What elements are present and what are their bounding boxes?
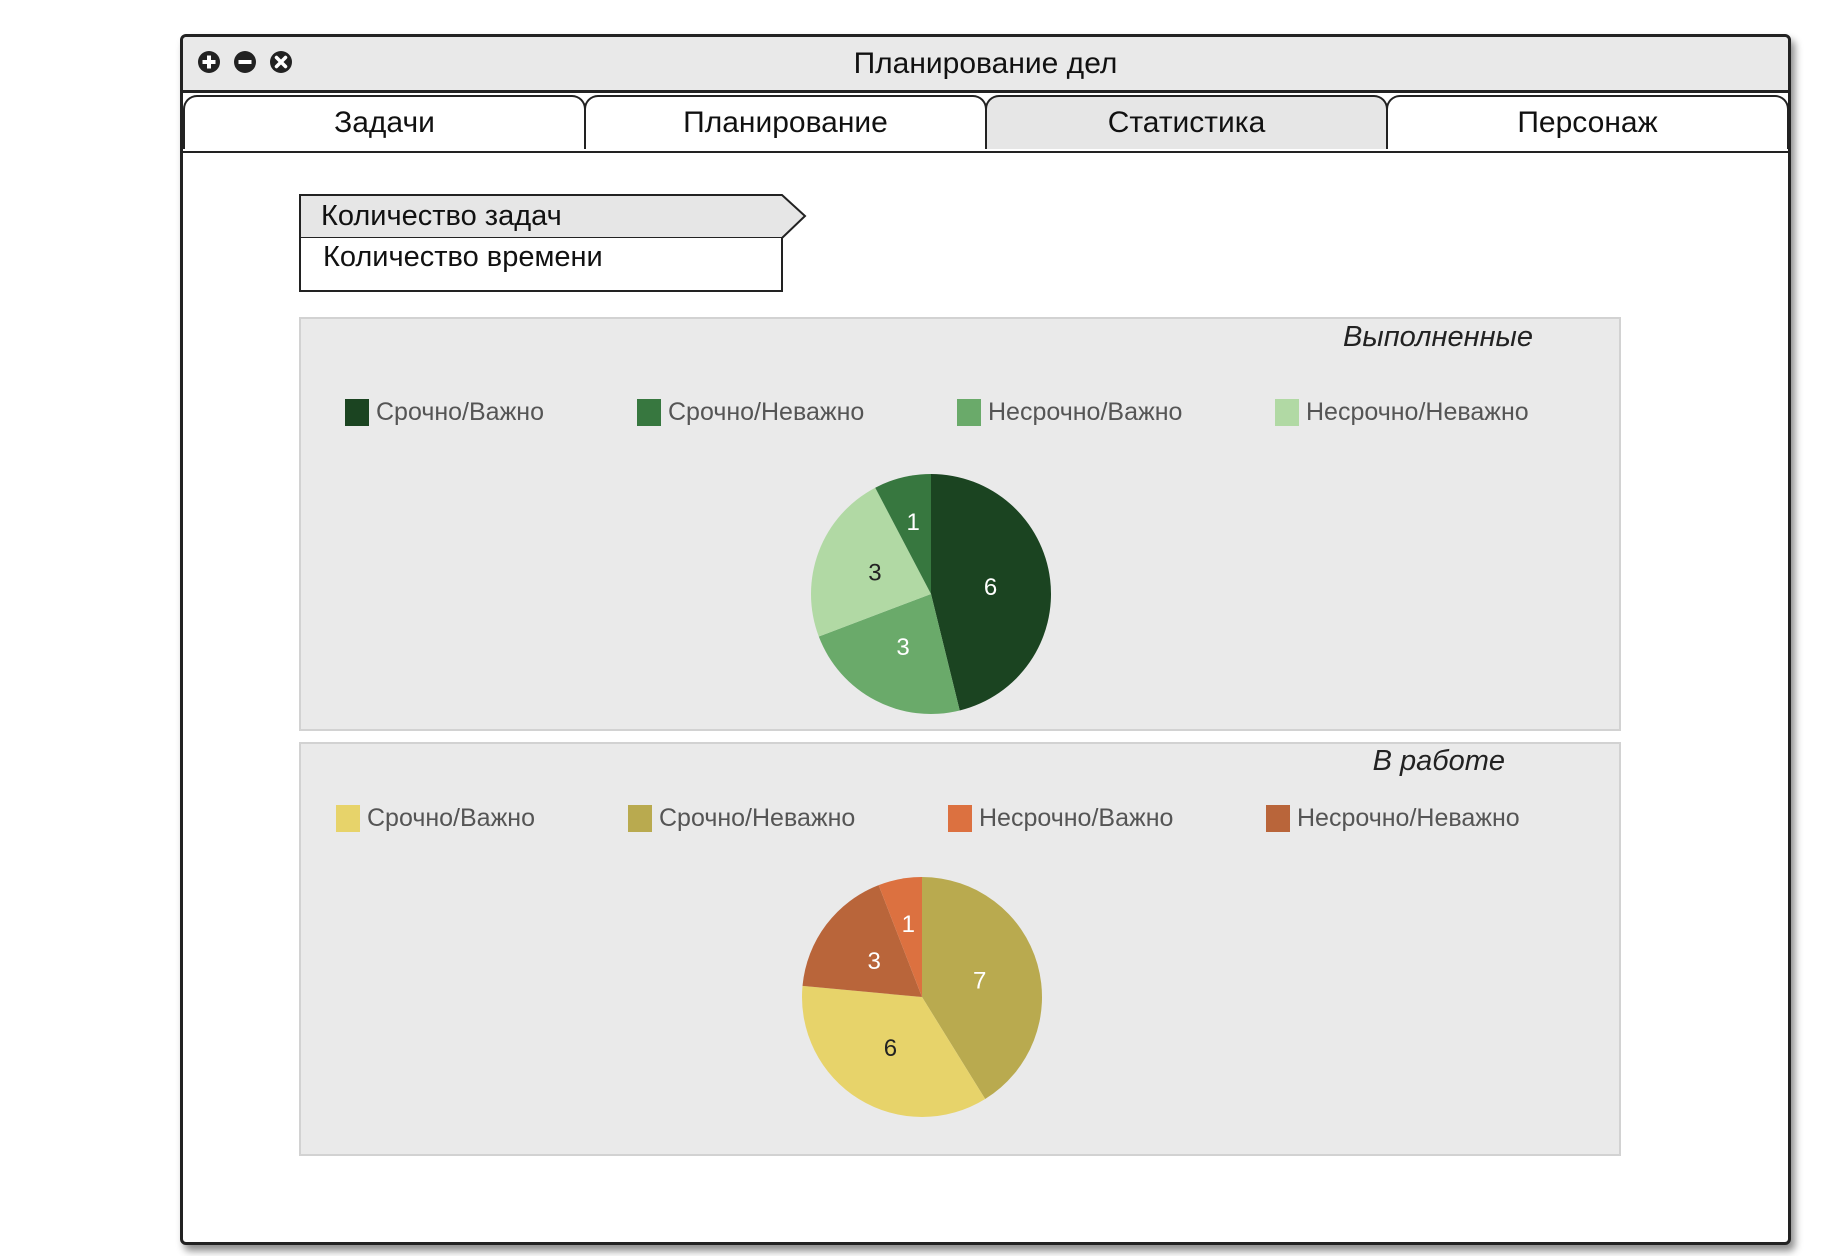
- pie-slice-label: 6: [884, 1035, 897, 1062]
- pie-slice-label: 3: [867, 948, 880, 975]
- pie-slice-label: 1: [902, 911, 915, 938]
- tab-planning[interactable]: Планирование: [584, 95, 987, 149]
- title-bar: Планирование дел: [183, 37, 1788, 93]
- tab-character[interactable]: Персонаж: [1386, 95, 1789, 149]
- panel-title-completed: Выполненные: [1343, 321, 1533, 353]
- pie-slice-label: 3: [868, 560, 881, 587]
- in-progress-chart-panel: В работе Срочно/Важно Срочно/Неважно Нес…: [299, 742, 1621, 1156]
- legend-swatch: [948, 805, 972, 832]
- plus-circle-icon[interactable]: [197, 50, 221, 74]
- pie-slice-label: 6: [984, 574, 997, 601]
- pie-slice-label: 7: [973, 968, 986, 995]
- legend-swatch: [1266, 805, 1290, 832]
- completed-chart-panel: Выполненные Срочно/Важно Срочно/Неважно …: [299, 317, 1621, 731]
- legend-swatch: [957, 399, 981, 426]
- pie-slice: [931, 474, 1051, 711]
- in-progress-pie-chart: 7 6 31: [802, 877, 1042, 1117]
- legend-label: Несрочно/Неважно: [1306, 398, 1529, 426]
- legend-label: Несрочно/Важно: [979, 804, 1174, 832]
- legend-label: Срочно/Неважно: [668, 398, 865, 426]
- tab-bar: Задачи Планирование Статистика Персонаж: [183, 95, 1789, 153]
- pie-slice: [811, 487, 931, 637]
- pie-slice-label: 1: [907, 509, 920, 536]
- tab-statistics[interactable]: Статистика: [985, 95, 1388, 149]
- metric-item-task-count[interactable]: Количество задач: [321, 200, 562, 232]
- pie-slice: [878, 877, 922, 997]
- minus-circle-icon[interactable]: [233, 50, 257, 74]
- legend-label: Несрочно/Важно: [988, 398, 1183, 426]
- pie-slice: [875, 474, 931, 594]
- app-window: Планирование дел Задачи Планирование Ста…: [180, 34, 1791, 1245]
- panel-title-in-progress: В работе: [1372, 745, 1505, 777]
- legend-label: Срочно/Неважно: [659, 804, 856, 832]
- legend-swatch: [637, 399, 661, 426]
- pie-slice: [922, 877, 1042, 1100]
- legend-label: Срочно/Важно: [367, 804, 536, 832]
- pie-slice: [802, 885, 922, 997]
- legend-label: Срочно/Важно: [376, 398, 545, 426]
- legend-swatch: [628, 805, 652, 832]
- legend-swatch: [345, 399, 369, 426]
- legend-swatch: [1275, 399, 1299, 426]
- close-circle-icon[interactable]: [269, 50, 293, 74]
- metric-list: Количество задач Количество времени: [299, 194, 807, 294]
- legend-label: Несрочно/Неважно: [1297, 804, 1520, 832]
- selected-item-arrow-shape: [299, 194, 807, 239]
- window-title: Планирование дел: [853, 47, 1118, 80]
- metric-item-time-amount[interactable]: Количество времени: [299, 238, 783, 292]
- legend-swatch: [336, 805, 360, 832]
- pie-slice-label: 3: [896, 634, 909, 661]
- pie-slice: [802, 985, 986, 1117]
- tab-tasks[interactable]: Задачи: [183, 95, 586, 149]
- pie-slice: [818, 594, 960, 714]
